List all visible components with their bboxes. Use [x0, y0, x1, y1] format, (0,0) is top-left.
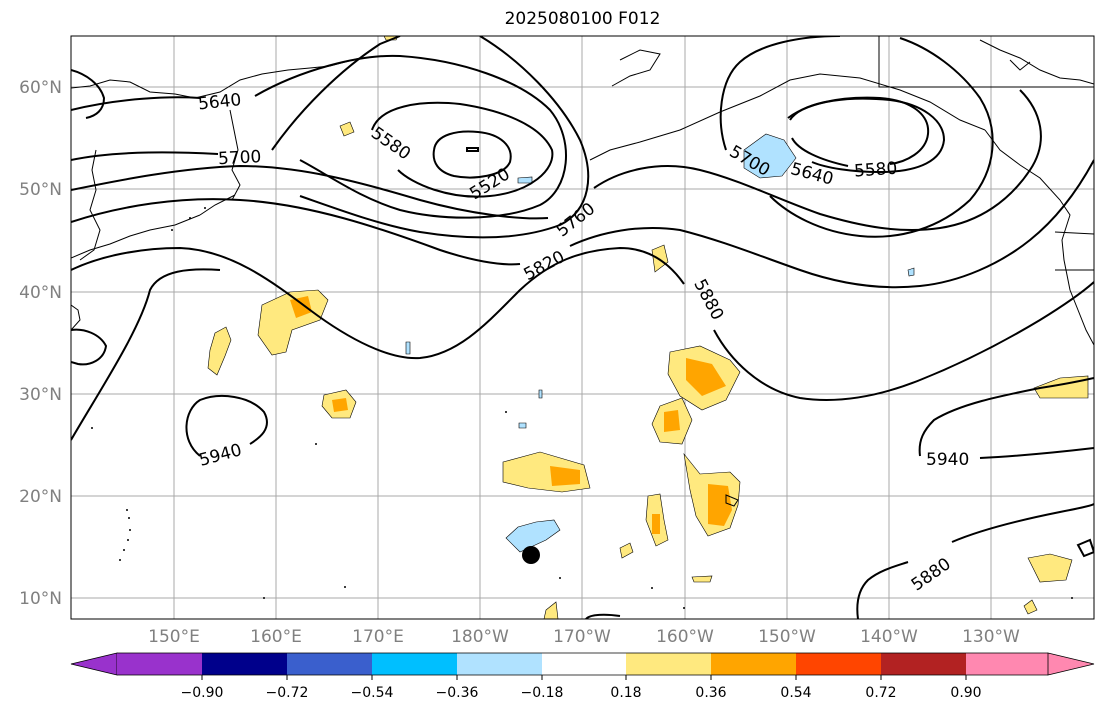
colorbar-segment	[966, 653, 1048, 675]
islands	[91, 207, 1073, 609]
colorbar-label: −0.90	[181, 685, 224, 701]
colorbar-label: 0.36	[695, 685, 726, 701]
longitude-ticks: 150°E 160°E 170°E 180°W 170°W 160°W 150°…	[148, 627, 1020, 647]
station-marker	[522, 546, 540, 564]
lon-tick-label: 170°E	[352, 627, 404, 647]
colorbar-label: 0.90	[950, 685, 981, 701]
colorbar-segment	[287, 653, 372, 675]
colorbar-label: −0.36	[436, 685, 479, 701]
colorbar-segment	[542, 653, 626, 675]
latitude-ticks: 60°N 50°N 40°N 30°N 20°N 10°N	[19, 78, 62, 609]
colorbar-label: 0.18	[610, 685, 641, 701]
lat-tick-label: 30°N	[19, 385, 62, 405]
contour-label: 5640	[197, 90, 242, 114]
colorbar-label: −0.54	[351, 685, 394, 701]
colorbar-label: −0.72	[266, 685, 309, 701]
lat-tick-label: 60°N	[19, 78, 62, 98]
plot-frame	[70, 35, 1095, 620]
colorbar: −0.90 −0.72 −0.54 −0.36 −0.18 0.18 0.36 …	[70, 652, 1095, 701]
lat-tick-label: 20°N	[19, 487, 62, 507]
lon-tick-label: 150°W	[758, 627, 816, 647]
positive-shading	[207, 36, 1089, 619]
lat-tick-label: 40°N	[19, 283, 62, 303]
colorbar-label: 0.54	[780, 685, 811, 701]
colorbar-segment	[457, 653, 542, 675]
lon-tick-label: 150°E	[148, 627, 200, 647]
colorbar-segment	[711, 653, 796, 675]
colorbar-segment	[881, 653, 966, 675]
colorbar-segment	[117, 653, 202, 675]
colorbar-segment	[796, 653, 881, 675]
lon-tick-label: 140°W	[860, 627, 918, 647]
colorbar-extend-min	[70, 652, 118, 676]
colorbar-segment	[202, 653, 287, 675]
map-title: 2025080100 F012	[504, 9, 661, 29]
colorbar-extend-max	[1047, 652, 1095, 676]
lon-tick-label: 160°E	[250, 627, 302, 647]
contour-label: 5700	[218, 147, 262, 169]
colorbar-label: 0.72	[865, 685, 896, 701]
lat-tick-label: 10°N	[19, 589, 62, 609]
lon-tick-label: 160°W	[656, 627, 714, 647]
contour-label: 5580	[853, 159, 898, 182]
lon-tick-label: 180°W	[451, 627, 509, 647]
lon-tick-label: 130°W	[962, 627, 1020, 647]
colorbar-label: −0.18	[521, 685, 564, 701]
contour-label: 5940	[926, 450, 969, 470]
height-contours	[71, 36, 1094, 619]
colorbar-segment	[372, 653, 457, 675]
lon-tick-label: 170°W	[553, 627, 611, 647]
lat-tick-label: 50°N	[19, 180, 62, 200]
negative-shading	[405, 133, 915, 553]
colorbar-segment	[626, 653, 711, 675]
